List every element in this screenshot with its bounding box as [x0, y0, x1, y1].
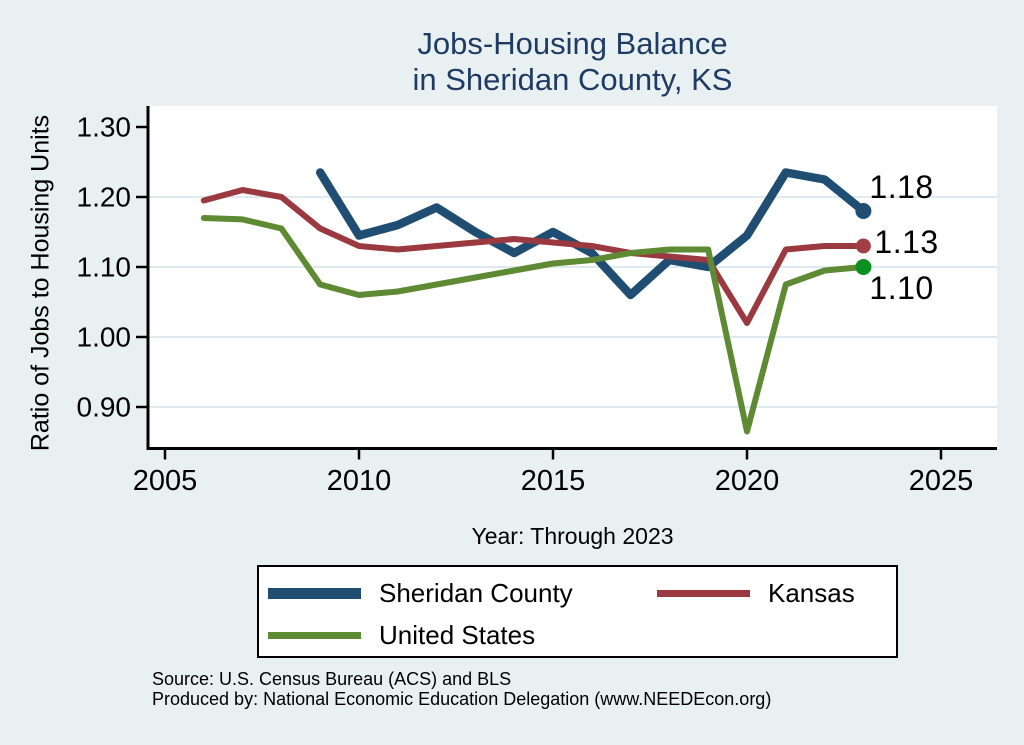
- series-line-kansas: [200, 187, 867, 326]
- series-line-sheridan-county: [315, 168, 868, 300]
- legend-entry-united-states: United States: [268, 619, 536, 650]
- series-end-marker-kansas: [855, 238, 871, 254]
- y-tick-label: 0.90: [77, 392, 132, 423]
- y-tick-label: 1.00: [77, 322, 132, 353]
- x-tick-label: 2025: [909, 465, 974, 497]
- legend-label-united-states: United States: [379, 619, 536, 650]
- y-tick-label: 1.10: [77, 252, 132, 283]
- legend-box: Sheridan County Kansas United States: [257, 565, 898, 658]
- legend-label-kansas: Kansas: [768, 577, 855, 608]
- series-end-label-kansas: 1.13: [874, 224, 938, 260]
- series-end-marker-sheridan-county: [855, 203, 872, 219]
- series-end-label-sheridan-county: 1.18: [869, 169, 933, 205]
- legend-entry-sheridan-county: Sheridan County: [268, 577, 573, 608]
- series-line-united-states: [200, 215, 867, 435]
- chart-title-line2: in Sheridan County, KS: [412, 62, 733, 97]
- series-end-label-united-states: 1.10: [869, 270, 933, 306]
- legend-swatch-kansas: [657, 589, 750, 597]
- footer-notes: Source: U.S. Census Bureau (ACS) and BLS…: [152, 669, 771, 709]
- x-tick-label: 2020: [715, 465, 780, 497]
- source-note: Source: U.S. Census Bureau (ACS) and BLS: [152, 669, 512, 689]
- series-end-marker-united-states: [855, 259, 872, 275]
- legend-label-sheridan-county: Sheridan County: [379, 577, 573, 608]
- y-tick-label: 1.30: [77, 112, 132, 143]
- x-tick-label: 2005: [133, 465, 198, 497]
- produced-by-note: Produced by: National Economic Education…: [152, 689, 772, 709]
- y-tick-label: 1.20: [77, 182, 132, 213]
- plot-background: [148, 106, 997, 449]
- x-axis-title: Year: Through 2023: [471, 523, 674, 549]
- x-tick-label: 2015: [521, 465, 586, 497]
- chart-title: Jobs-Housing Balance in Sheridan County,…: [148, 26, 997, 98]
- legend-swatch-sheridan-county: [268, 587, 361, 599]
- x-tick-label: 2010: [327, 465, 392, 497]
- chart-title-line1: Jobs-Housing Balance: [417, 26, 728, 61]
- legend-entry-kansas: Kansas: [657, 577, 855, 608]
- legend-swatch-united-states: [268, 631, 361, 639]
